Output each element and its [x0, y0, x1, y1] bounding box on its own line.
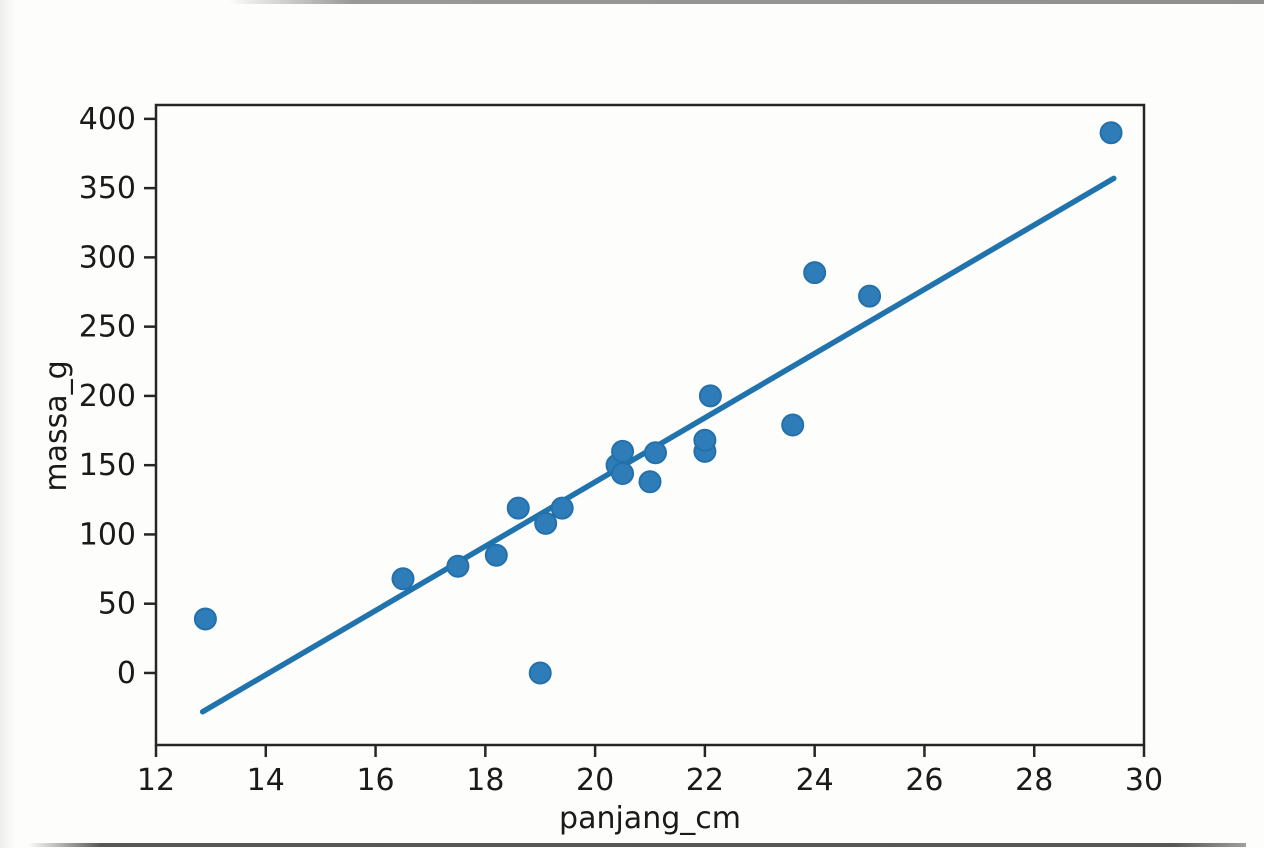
- data-point: [781, 413, 805, 437]
- data-point: [698, 384, 722, 408]
- data-point: [611, 439, 635, 463]
- x-tick-label: 30: [1125, 763, 1163, 798]
- data-point: [506, 496, 530, 520]
- data-point: [193, 607, 217, 631]
- data-point: [484, 543, 508, 567]
- x-tick-label: 18: [466, 763, 504, 798]
- data-point: [534, 511, 558, 535]
- y-axis-label: massa_g: [39, 360, 74, 491]
- x-axis-label: panjang_cm: [559, 801, 741, 836]
- data-point: [643, 441, 667, 465]
- data-point: [391, 567, 415, 591]
- data-point: [638, 470, 662, 494]
- x-tick-label: 28: [1015, 763, 1053, 798]
- data-point: [693, 428, 717, 452]
- data-point: [611, 461, 635, 485]
- x-tick-label: 26: [905, 763, 943, 798]
- y-tick-label: 50: [98, 587, 136, 622]
- y-tick-label: 200: [79, 379, 136, 414]
- x-tick-label: 12: [137, 763, 175, 798]
- x-tick-label: 24: [796, 763, 834, 798]
- x-tick-label: 22: [686, 763, 724, 798]
- x-tick-label: 14: [247, 763, 285, 798]
- plot-border: [154, 103, 1146, 747]
- y-tick-label: 150: [79, 448, 136, 483]
- x-axis: 12 14 16 18 20 22 24 26 28 30: [137, 745, 1163, 798]
- scan-artifact-bottom: [28, 843, 1246, 847]
- y-axis: 0 50 100 150 200 250 300 350 400: [79, 102, 156, 691]
- data-point: [446, 554, 470, 578]
- x-tick-label: 16: [356, 763, 394, 798]
- data-point: [1099, 121, 1123, 145]
- y-tick-label: 100: [79, 517, 136, 552]
- data-point: [858, 284, 882, 308]
- y-tick-label: 250: [79, 310, 136, 345]
- x-tick-label: 20: [576, 763, 614, 798]
- data-point: [550, 496, 574, 520]
- data-point: [803, 261, 827, 285]
- scan-artifact-top: [228, 0, 1264, 4]
- y-tick-label: 0: [117, 656, 136, 691]
- y-tick-label: 400: [79, 102, 136, 137]
- y-tick-label: 350: [79, 171, 136, 206]
- y-tick-label: 300: [79, 240, 136, 275]
- data-point: [528, 661, 552, 685]
- data-points: [193, 121, 1123, 685]
- axes-spines: [154, 103, 1146, 747]
